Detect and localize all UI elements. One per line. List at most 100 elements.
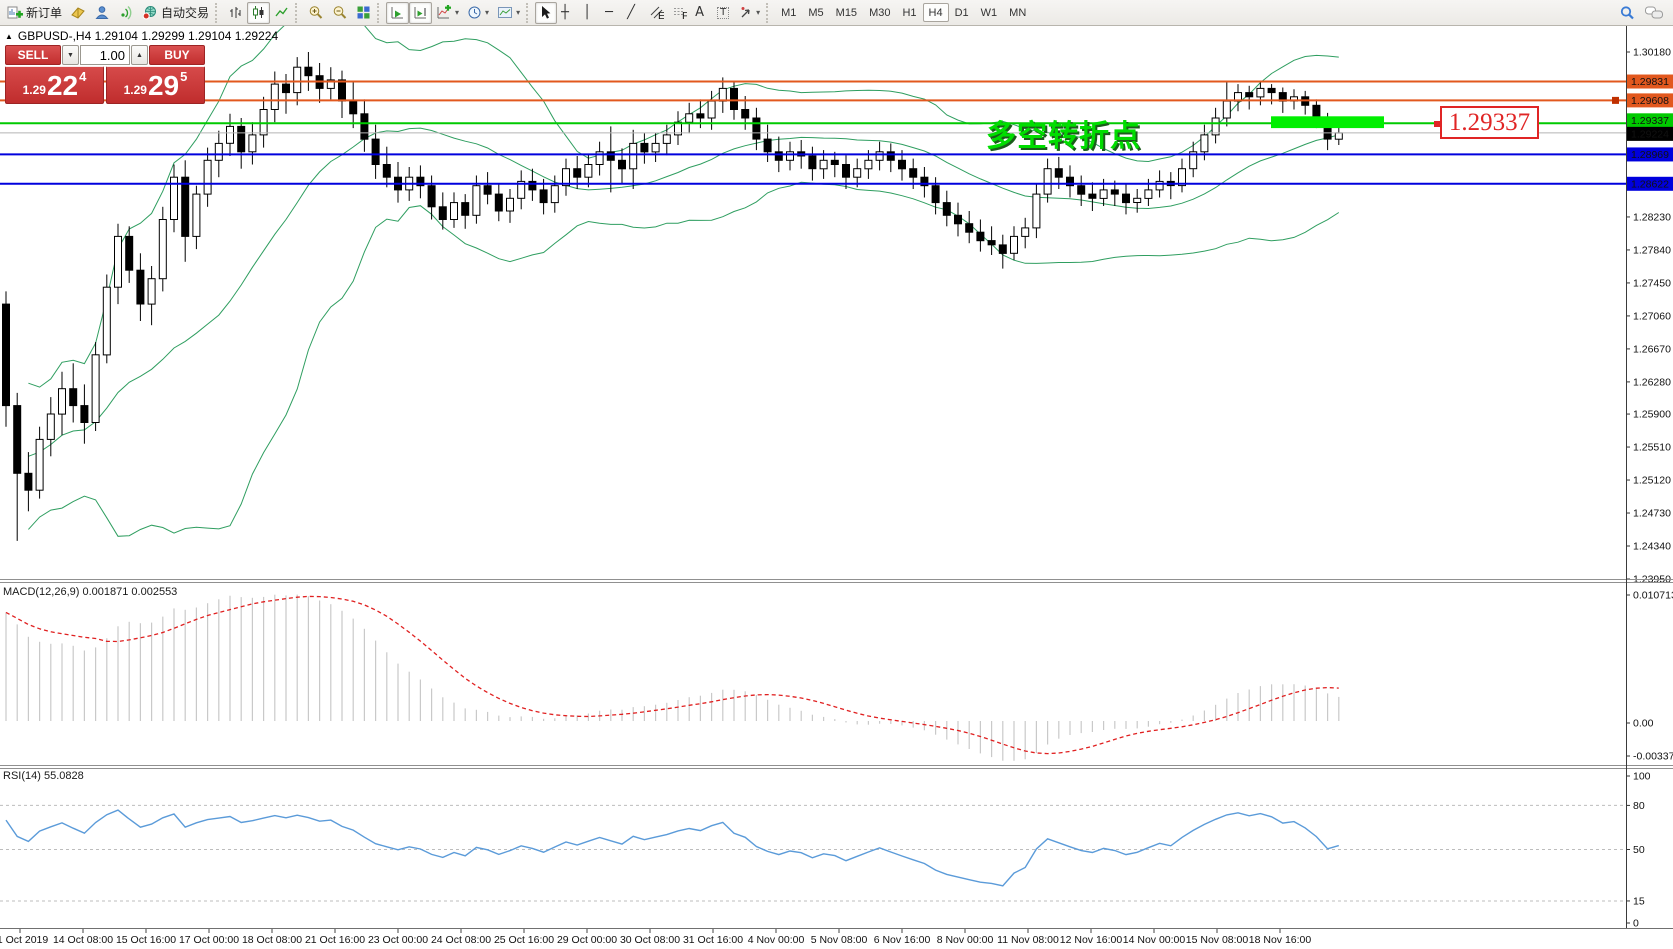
price-label-text: 1.28969 (1631, 149, 1669, 161)
timeframe-button-M1[interactable]: M1 (781, 6, 797, 19)
arrows-dropdown-caret[interactable]: ▾ (756, 7, 761, 17)
arrows-tool-button[interactable]: ▾ (735, 2, 764, 24)
rectangle-object[interactable] (1271, 116, 1384, 129)
time-axis-label: 21 Oct 16:00 (305, 934, 365, 946)
zoom-out-button[interactable] (328, 2, 352, 24)
price-callout-label[interactable]: 1.29337 (1434, 106, 1539, 139)
toolbar-separator (526, 2, 533, 23)
pane-separator[interactable] (0, 768, 1673, 769)
candle (1245, 92, 1254, 98)
tile-windows-icon (357, 6, 370, 19)
bar-chart-button[interactable] (224, 2, 247, 24)
text-label-icon: T (717, 6, 730, 19)
price-tick-label: 1.25120 (1633, 475, 1671, 487)
pane-separator[interactable] (0, 579, 1673, 580)
timeframe-button-M5[interactable]: M5 (808, 6, 824, 19)
candle (69, 388, 78, 407)
zoom-out-icon (333, 6, 347, 19)
text-tool-button[interactable]: A (691, 2, 713, 24)
candle (416, 176, 425, 187)
buy-price-display[interactable]: 1.29 29 5 (106, 66, 205, 104)
chat-icon[interactable] (1644, 5, 1664, 21)
templates-button[interactable]: ▾ (493, 2, 524, 24)
candle (35, 438, 44, 491)
candle (898, 159, 906, 170)
timeframe-button-H4[interactable]: H4 (922, 3, 949, 22)
line-chart-button[interactable] (270, 2, 293, 24)
vertical-line-tool-button[interactable]: │ (579, 2, 601, 24)
candle (1066, 176, 1074, 187)
timeframe-button-M30[interactable]: M30 (869, 6, 891, 19)
timeframe-button-H1[interactable]: H1 (902, 6, 917, 19)
templates-dropdown-caret[interactable]: ▾ (516, 7, 521, 17)
time-axis-label: 14 Oct 08:00 (53, 934, 113, 946)
chart-text-annotation[interactable]: 多空转折点 (986, 120, 1141, 153)
sell-button[interactable]: SELL (5, 45, 61, 65)
candle (371, 138, 380, 166)
autotrading-globe-icon (142, 6, 157, 20)
profile-button[interactable] (90, 2, 114, 24)
candle (842, 164, 850, 178)
crosshair-tool-button[interactable]: ┼ (557, 2, 579, 24)
buy-button[interactable]: BUY (149, 45, 205, 65)
autotrading-label: 自动交易 (161, 6, 210, 20)
candle (920, 176, 929, 187)
new-order-button[interactable]: 新订单 (3, 2, 66, 24)
candle (1077, 185, 1086, 195)
time-axis-label: 15 Nov 08:00 (1186, 934, 1249, 946)
cursor-tool-button[interactable] (535, 1, 558, 24)
indicators-dropdown-caret[interactable]: ▾ (455, 7, 460, 17)
candle (181, 176, 190, 237)
timeframe-button-D1[interactable]: D1 (954, 6, 969, 19)
price-axis-border (1626, 26, 1627, 928)
candle (270, 83, 279, 110)
directory-button[interactable] (66, 2, 90, 24)
pane-separator[interactable] (0, 928, 1673, 929)
collapse-panel-icon[interactable]: ▲ (5, 31, 13, 41)
candle (226, 125, 234, 144)
fibonacci-tool-button[interactable]: F (668, 2, 691, 24)
periods-dropdown-caret[interactable]: ▾ (485, 7, 490, 17)
auto-scroll-button[interactable] (386, 1, 410, 24)
hline-handle[interactable] (1612, 96, 1619, 104)
text-label-tool-button[interactable]: T (713, 2, 735, 24)
one-click-trading-panel: SELL ▼ ▲ BUY 1.29 22 4 1.29 29 5 (5, 45, 205, 104)
horizontal-line-tool-button[interactable]: ─ (601, 2, 623, 24)
candle (651, 142, 660, 153)
candle (707, 100, 716, 119)
candle (539, 189, 548, 204)
pane-separator[interactable] (0, 582, 1673, 583)
zoom-in-button[interactable] (304, 2, 328, 24)
pane-separator[interactable] (0, 765, 1673, 766)
timeframe-button-M15[interactable]: M15 (835, 6, 858, 19)
price-tick-label: 1.26280 (1633, 376, 1671, 388)
chart-shift-button[interactable] (409, 1, 433, 24)
timeframe-button-W1[interactable]: W1 (980, 6, 998, 19)
signals-button[interactable] (114, 2, 138, 24)
trendline-tool-button[interactable]: ╱ (623, 2, 645, 24)
sell-price-display[interactable]: 1.29 22 4 (5, 66, 104, 104)
candle (147, 278, 156, 305)
candle (125, 235, 134, 271)
candle (819, 159, 828, 170)
price-tick-label: 1.30180 (1633, 47, 1671, 59)
tile-windows-button[interactable] (352, 2, 375, 24)
volume-input[interactable] (80, 45, 130, 65)
volume-increase-button[interactable]: ▲ (131, 45, 148, 65)
volume-decrease-button[interactable]: ▼ (62, 45, 79, 65)
autotrading-button[interactable]: 自动交易 (138, 2, 213, 24)
price-label-1.28969 (1627, 147, 1673, 162)
indicators-button[interactable]: ▾ (432, 2, 463, 24)
price-tick-label: 1.24730 (1633, 508, 1671, 520)
periods-button[interactable]: ▾ (463, 2, 493, 24)
candlestick-chart-button[interactable] (247, 1, 271, 24)
candle (528, 180, 537, 191)
search-icon[interactable] (1619, 5, 1636, 21)
toolbar: 新订单 自动交易 (0, 0, 1673, 26)
channel-tool-button[interactable]: E (645, 2, 668, 24)
timeframe-button-MN[interactable]: MN (1009, 6, 1027, 19)
price-tick-label: 1.28230 (1633, 211, 1671, 223)
clock-icon (468, 6, 481, 19)
sell-price-main: 22 (46, 70, 79, 102)
